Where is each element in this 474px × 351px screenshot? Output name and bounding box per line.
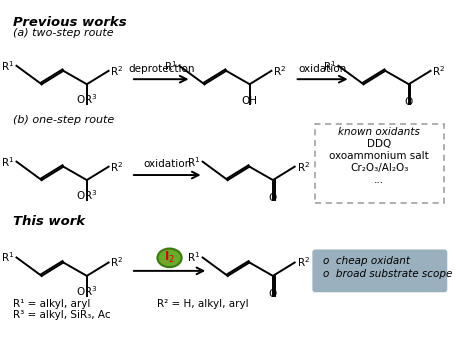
Text: DDQ: DDQ bbox=[367, 139, 392, 149]
Text: OR$^3$: OR$^3$ bbox=[76, 284, 98, 298]
Text: known oxidants: known oxidants bbox=[338, 127, 420, 137]
Text: O: O bbox=[269, 289, 277, 299]
Text: R¹ = alkyl, aryl: R¹ = alkyl, aryl bbox=[13, 299, 90, 309]
Text: (a) two-step route: (a) two-step route bbox=[13, 28, 113, 38]
Text: o  cheap oxidant: o cheap oxidant bbox=[323, 256, 410, 266]
Text: R$^1$: R$^1$ bbox=[323, 59, 337, 73]
Text: R$^2$: R$^2$ bbox=[432, 64, 446, 78]
Text: OR$^3$: OR$^3$ bbox=[76, 92, 98, 106]
FancyBboxPatch shape bbox=[315, 124, 444, 203]
Text: R³ = alkyl, SiR₃, Ac: R³ = alkyl, SiR₃, Ac bbox=[13, 310, 110, 320]
Text: deprotection: deprotection bbox=[128, 64, 194, 74]
Text: oxidation: oxidation bbox=[299, 64, 346, 74]
Text: R$^1$: R$^1$ bbox=[187, 155, 201, 168]
Text: R$^2$: R$^2$ bbox=[273, 64, 286, 78]
Text: R² = H, alkyl, aryl: R² = H, alkyl, aryl bbox=[157, 299, 248, 309]
FancyBboxPatch shape bbox=[312, 250, 447, 292]
Text: (b) one-step route: (b) one-step route bbox=[13, 114, 114, 125]
Text: o  broad substrate scope: o broad substrate scope bbox=[323, 269, 452, 279]
Text: O: O bbox=[405, 97, 413, 107]
Text: R$^1$: R$^1$ bbox=[1, 155, 15, 168]
Text: Previous works: Previous works bbox=[13, 16, 127, 29]
Text: oxidation: oxidation bbox=[143, 159, 191, 170]
Text: R$^2$: R$^2$ bbox=[297, 256, 310, 270]
Text: R$^2$: R$^2$ bbox=[110, 160, 124, 173]
Text: OH: OH bbox=[242, 96, 258, 106]
Text: R$^2$: R$^2$ bbox=[297, 160, 310, 173]
Text: R$^1$: R$^1$ bbox=[187, 251, 201, 264]
Text: R$^2$: R$^2$ bbox=[110, 256, 124, 270]
Text: O: O bbox=[269, 193, 277, 203]
Text: R$^1$: R$^1$ bbox=[164, 59, 177, 73]
Text: R$^1$: R$^1$ bbox=[1, 59, 15, 73]
Text: This work: This work bbox=[13, 215, 85, 228]
Ellipse shape bbox=[157, 249, 182, 267]
Text: Cr₂O₃/Al₂O₃: Cr₂O₃/Al₂O₃ bbox=[350, 163, 409, 173]
Text: I$_2$: I$_2$ bbox=[164, 250, 175, 265]
Text: oxoammonium salt: oxoammonium salt bbox=[329, 151, 429, 161]
Text: OR$^3$: OR$^3$ bbox=[76, 188, 98, 202]
Text: R$^2$: R$^2$ bbox=[110, 64, 124, 78]
Text: ...: ... bbox=[374, 175, 384, 185]
Text: R$^1$: R$^1$ bbox=[1, 251, 15, 264]
